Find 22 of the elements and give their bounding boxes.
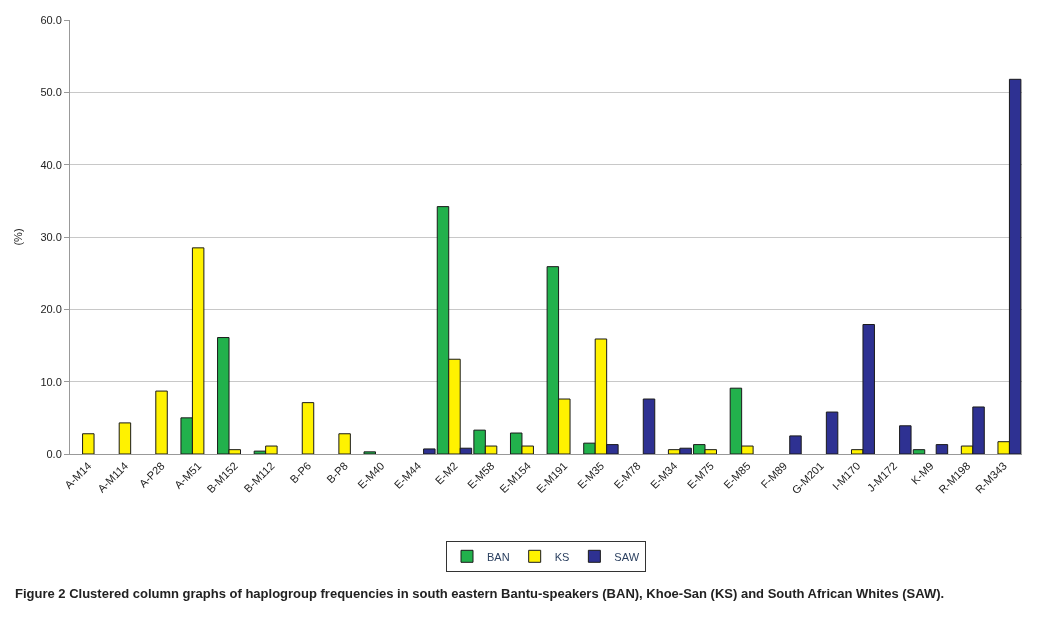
y-tick-label: 10.0 [40, 375, 62, 388]
legend-label: BAN [487, 550, 510, 563]
y-tick-label: 60.0 [40, 13, 62, 26]
y-tick-label: 0.0 [46, 447, 62, 460]
bar [935, 444, 949, 454]
bar [338, 433, 351, 454]
bar [642, 398, 656, 454]
y-tick-label: 30.0 [40, 230, 62, 243]
y-tick-label: 40.0 [40, 158, 62, 171]
legend-label: KS [554, 550, 570, 563]
bar [301, 402, 315, 454]
bar [82, 433, 95, 454]
y-tick-label: 50.0 [40, 86, 62, 99]
y-tick-label: 20.0 [40, 303, 62, 316]
caption: Figure 2 Clustered column graphs of haplogroup frequencies in south eastern Bantu-speakers (BAN), Khoe-San (KS) and South African Whites (SAW). [15, 586, 945, 601]
bar [363, 451, 376, 454]
legend-label: SAW [614, 550, 640, 563]
bar [789, 435, 802, 454]
bar [118, 422, 132, 454]
y-axis-title: (%) [12, 228, 25, 246]
bar [155, 390, 168, 454]
bar [825, 411, 839, 454]
